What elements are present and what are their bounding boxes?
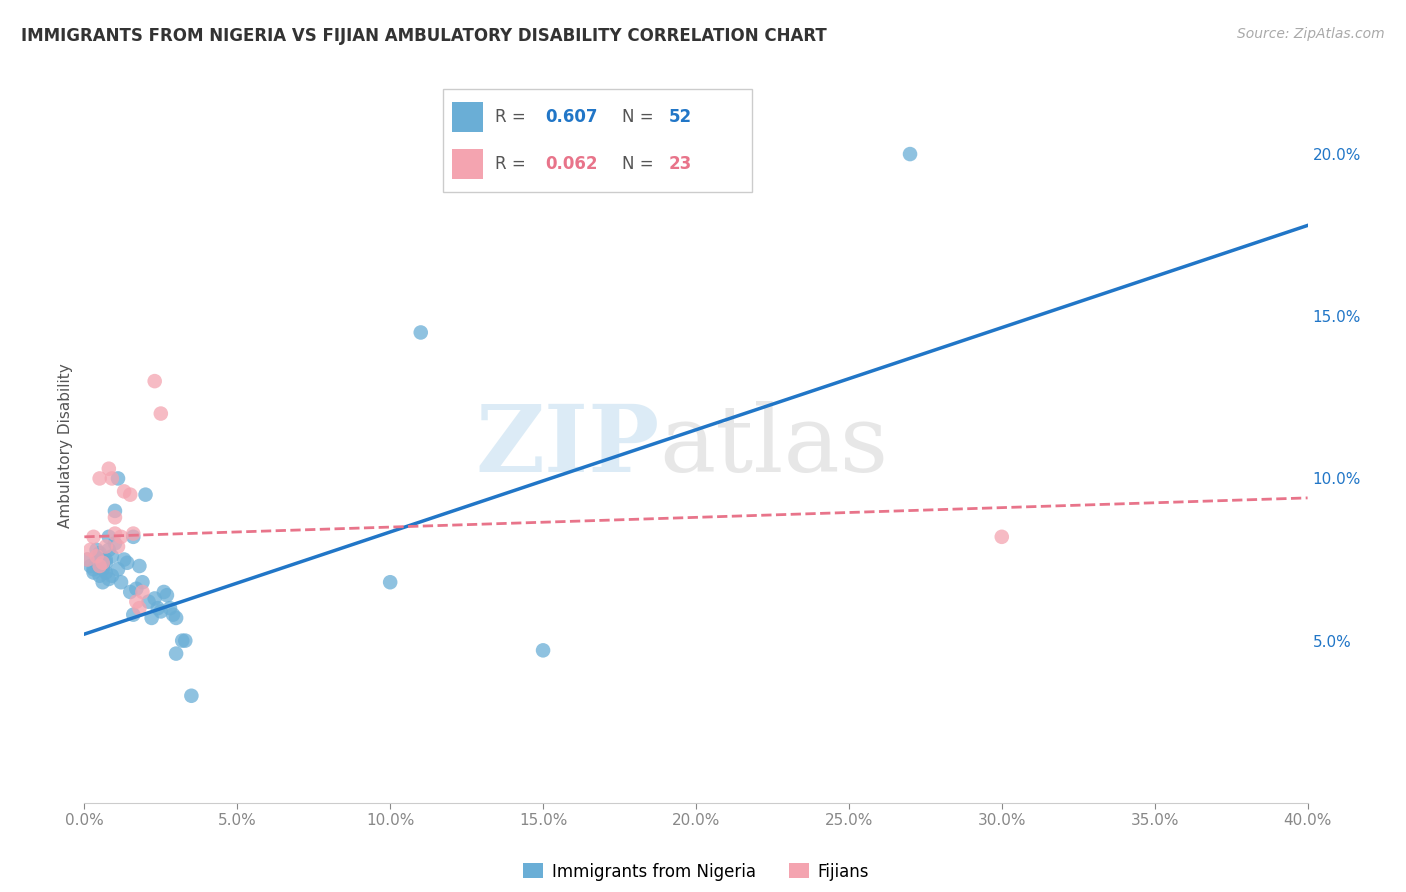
Text: atlas: atlas <box>659 401 889 491</box>
Point <box>94 566 117 580</box>
Point <box>172 633 194 648</box>
Point <box>174 633 197 648</box>
Point <box>91 556 114 570</box>
Point <box>380 575 402 590</box>
Point <box>89 471 111 485</box>
Point <box>115 556 138 570</box>
Point <box>101 471 124 485</box>
Point <box>86 542 108 557</box>
Text: IMMIGRANTS FROM NIGERIA VS FIJIAN AMBULATORY DISABILITY CORRELATION CHART: IMMIGRANTS FROM NIGERIA VS FIJIAN AMBULA… <box>21 27 827 45</box>
Point <box>89 559 111 574</box>
FancyBboxPatch shape <box>443 89 752 192</box>
FancyBboxPatch shape <box>453 149 484 179</box>
Point <box>83 530 105 544</box>
Point <box>131 575 153 590</box>
Point <box>149 604 172 618</box>
Point <box>79 542 101 557</box>
Point <box>122 607 145 622</box>
Text: 23: 23 <box>669 155 692 173</box>
Y-axis label: Ambulatory Disability: Ambulatory Disability <box>58 364 73 528</box>
Point <box>89 549 111 564</box>
Point <box>97 542 120 557</box>
Point <box>107 471 129 485</box>
Point <box>76 552 98 566</box>
Point <box>149 407 172 421</box>
Point <box>101 549 124 564</box>
Point <box>138 595 160 609</box>
Point <box>991 530 1014 544</box>
Point <box>120 488 142 502</box>
Point <box>898 147 921 161</box>
Point <box>89 568 111 582</box>
Point <box>107 562 129 576</box>
Point <box>165 611 187 625</box>
Point <box>159 601 181 615</box>
Point <box>112 484 135 499</box>
Point <box>107 540 129 554</box>
Point <box>110 530 132 544</box>
Point <box>128 601 150 615</box>
Point <box>104 504 127 518</box>
Point <box>89 546 111 560</box>
Point <box>97 530 120 544</box>
Point <box>94 556 117 570</box>
Point <box>91 562 114 576</box>
Point <box>83 566 105 580</box>
Point <box>94 552 117 566</box>
Text: ZIP: ZIP <box>475 401 659 491</box>
Point <box>141 611 163 625</box>
Point <box>91 575 114 590</box>
Point <box>131 585 153 599</box>
Text: 0.062: 0.062 <box>546 155 598 173</box>
Point <box>143 374 166 388</box>
Point <box>153 585 176 599</box>
Point <box>165 647 187 661</box>
Point <box>531 643 554 657</box>
Point <box>409 326 432 340</box>
Point <box>104 510 127 524</box>
Text: 52: 52 <box>669 108 692 126</box>
Point <box>97 572 120 586</box>
Point <box>97 461 120 475</box>
Point <box>135 488 157 502</box>
Point <box>91 559 114 574</box>
Point <box>79 559 101 574</box>
Point <box>125 582 148 596</box>
Legend: Immigrants from Nigeria, Fijians: Immigrants from Nigeria, Fijians <box>516 856 876 888</box>
Point <box>86 556 108 570</box>
Point <box>180 689 202 703</box>
Point <box>104 536 127 550</box>
Point <box>120 585 142 599</box>
Point <box>112 552 135 566</box>
Point <box>122 530 145 544</box>
Point <box>146 601 169 615</box>
Point <box>94 540 117 554</box>
Point <box>125 595 148 609</box>
Text: R =: R = <box>495 155 531 173</box>
Point <box>86 549 108 564</box>
FancyBboxPatch shape <box>453 102 484 132</box>
Text: N =: N = <box>623 108 659 126</box>
Text: N =: N = <box>623 155 659 173</box>
Point <box>143 591 166 606</box>
Point <box>104 526 127 541</box>
Point <box>122 526 145 541</box>
Point <box>162 607 184 622</box>
Point <box>101 568 124 582</box>
Point <box>83 562 105 576</box>
Point <box>128 559 150 574</box>
Text: R =: R = <box>495 108 531 126</box>
Text: 0.607: 0.607 <box>546 108 598 126</box>
Point <box>110 575 132 590</box>
Point <box>156 588 179 602</box>
Text: Source: ZipAtlas.com: Source: ZipAtlas.com <box>1237 27 1385 41</box>
Point <box>76 552 98 566</box>
